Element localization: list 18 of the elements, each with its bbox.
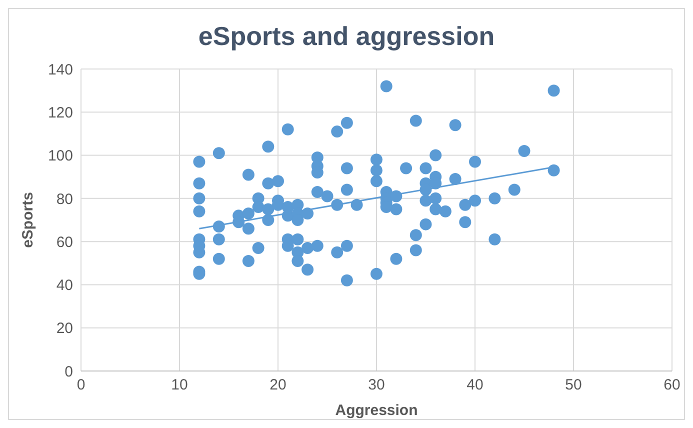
- x-tick-label: 30: [368, 376, 385, 394]
- y-tick-label: 20: [56, 320, 73, 338]
- y-tick-label: 40: [56, 277, 73, 294]
- x-tick-label: 40: [466, 376, 484, 394]
- x-tick-label: 20: [270, 376, 286, 394]
- x-tick-label: 10: [171, 376, 188, 394]
- y-axis-title: eSports: [19, 192, 36, 248]
- x-tick-label: 60: [664, 376, 680, 394]
- x-tick-label: 0: [76, 376, 86, 394]
- x-axis-title: Aggression: [335, 402, 418, 419]
- chart-title: eSports and aggression: [197, 20, 496, 53]
- y-tick-label: 60: [56, 234, 73, 251]
- y-tick-label: 0: [64, 363, 73, 380]
- x-tick-label: 50: [565, 376, 582, 394]
- y-tick-label: 140: [48, 61, 73, 78]
- y-tick-label: 120: [48, 104, 73, 122]
- y-tick-label: 80: [56, 190, 73, 208]
- y-tick-label: 100: [48, 148, 73, 165]
